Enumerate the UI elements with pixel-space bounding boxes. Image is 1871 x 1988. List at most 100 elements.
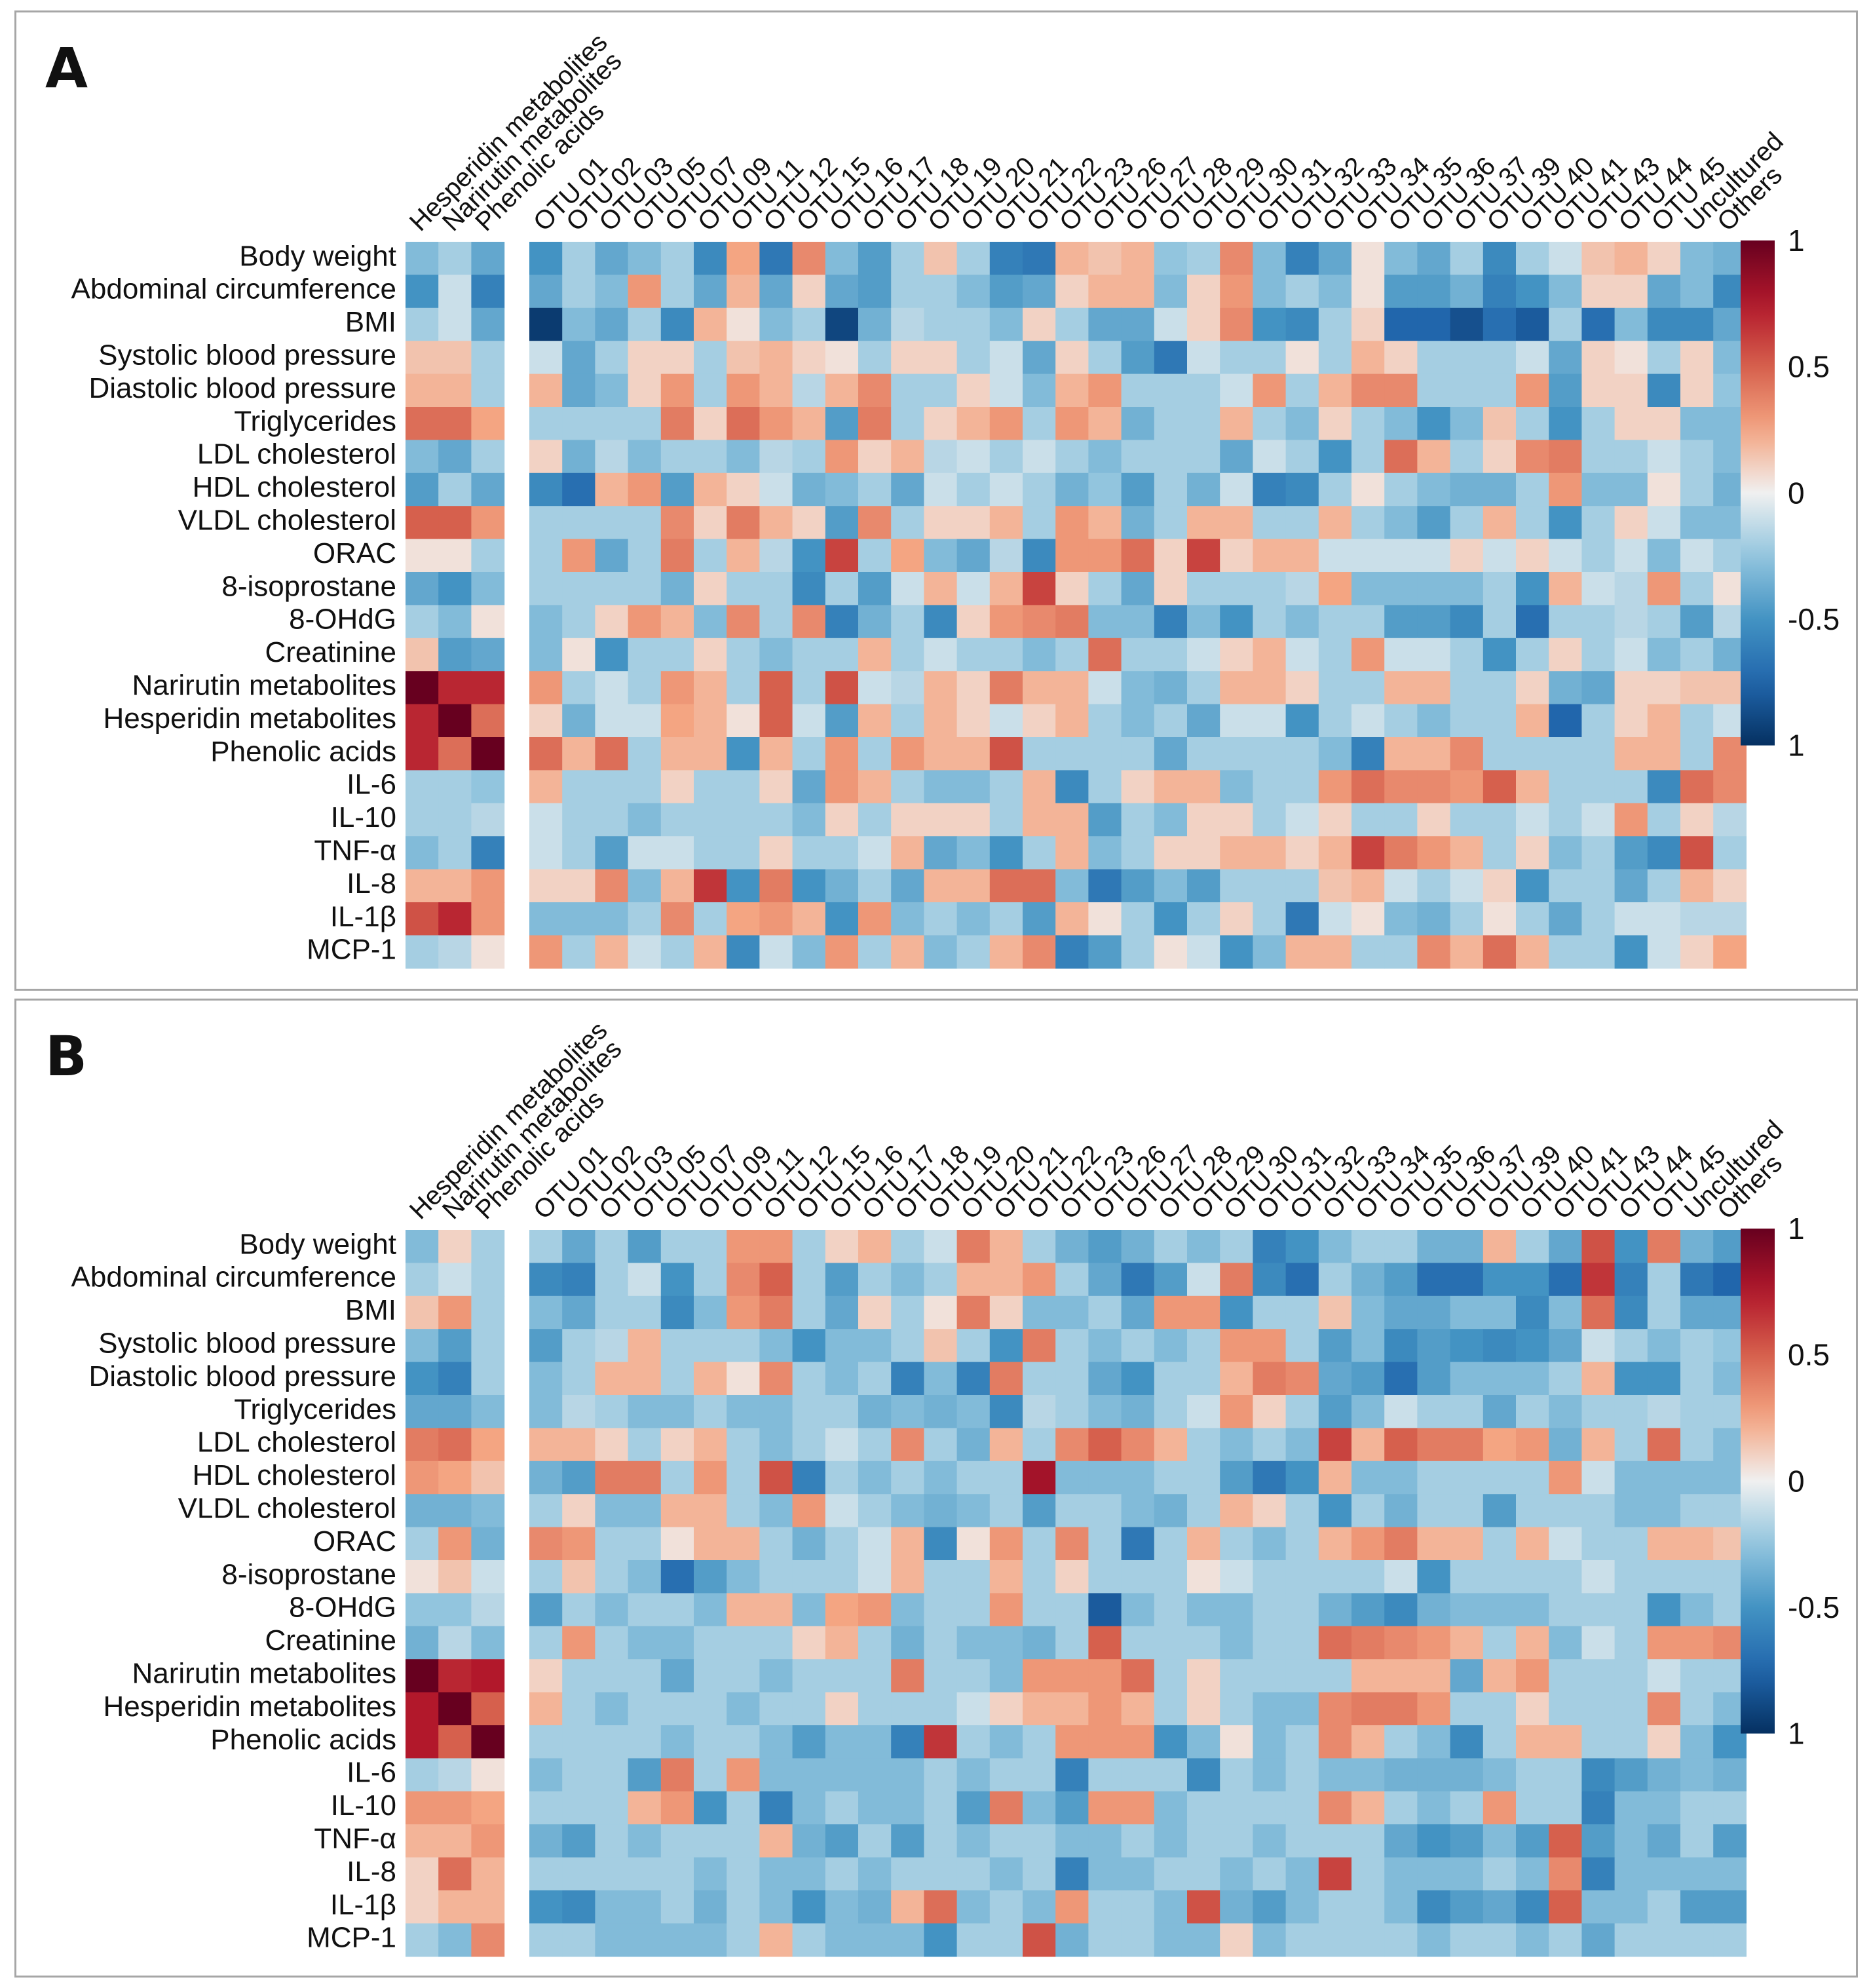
heatmap-cell: [1088, 1659, 1122, 1693]
heatmap-cell: [1088, 935, 1122, 969]
row-label: ORAC: [313, 1525, 396, 1558]
heatmap-cell-left: [406, 1791, 439, 1825]
heatmap-cell: [1318, 1593, 1352, 1627]
heatmap-cell: [858, 1857, 892, 1891]
heatmap-cell: [1088, 1692, 1122, 1726]
heatmap-cell: [1351, 1461, 1385, 1495]
heatmap-cell: [989, 1362, 1023, 1396]
heatmap-cell: [727, 242, 760, 275]
heatmap-cell-left: [438, 1758, 472, 1792]
row-label: IL-8: [347, 868, 396, 900]
heatmap-cell: [1023, 472, 1056, 507]
heatmap-cell: [1285, 440, 1319, 474]
heatmap-cell: [1614, 1295, 1648, 1329]
heatmap-cell: [1187, 1692, 1220, 1726]
heatmap-cell: [1614, 1560, 1648, 1594]
heatmap-cell: [727, 1494, 760, 1528]
heatmap-cell: [759, 407, 793, 440]
heatmap-cell: [989, 1295, 1023, 1329]
heatmap-cell: [825, 605, 859, 639]
heatmap-cell: [1088, 1857, 1122, 1891]
heatmap-cell: [727, 1263, 760, 1297]
heatmap-cell: [1023, 1527, 1056, 1561]
heatmap-cell: [1055, 1824, 1089, 1858]
heatmap-cell: [924, 275, 958, 309]
heatmap-cell: [989, 704, 1023, 738]
heatmap-cell-left: [406, 1494, 439, 1528]
heatmap-cell: [759, 373, 793, 408]
heatmap-cell: [1549, 902, 1582, 936]
heatmap-cell: [1187, 472, 1220, 507]
heatmap-cell: [825, 1329, 859, 1363]
heatmap-cell-left: [438, 1593, 472, 1627]
heatmap-cell-left: [406, 307, 439, 341]
heatmap-cell: [529, 770, 563, 804]
heatmap-cell: [1121, 737, 1155, 771]
heatmap-cell: [1023, 440, 1056, 474]
heatmap-cell: [891, 1560, 924, 1594]
heatmap-cell: [1088, 341, 1122, 375]
heatmap-cell: [1647, 1659, 1681, 1693]
heatmap-cell: [1680, 1626, 1714, 1660]
heatmap-cell: [727, 1923, 760, 1957]
heatmap-cell: [1154, 902, 1188, 936]
heatmap-cell-left: [438, 902, 472, 936]
heatmap-cell-left: [438, 1461, 472, 1495]
heatmap-cell: [924, 1791, 958, 1825]
heatmap-cell: [628, 1758, 662, 1792]
heatmap-cell: [1384, 836, 1418, 870]
heatmap-cell: [924, 770, 958, 804]
heatmap-cell: [1351, 242, 1385, 275]
heatmap-cell: [1713, 1824, 1747, 1858]
heatmap-cell: [1351, 1560, 1385, 1594]
heatmap-cell: [1549, 704, 1582, 738]
heatmap-cell: [1055, 307, 1089, 341]
heatmap-cell: [529, 1725, 563, 1759]
heatmap-cell: [989, 1230, 1023, 1263]
heatmap-cell: [825, 902, 859, 936]
heatmap-cell: [858, 1395, 892, 1428]
heatmap-cell: [1351, 440, 1385, 474]
heatmap-cell: [1253, 1494, 1287, 1528]
heatmap-cell: [858, 1923, 892, 1957]
heatmap-cell: [825, 341, 859, 375]
heatmap-cell-left: [406, 1362, 439, 1396]
heatmap-cell: [1483, 472, 1517, 507]
heatmap-cell: [1614, 472, 1648, 507]
heatmap-cell: [1581, 1692, 1616, 1726]
heatmap-cell: [1647, 1923, 1681, 1957]
heatmap-cell: [1318, 1890, 1352, 1924]
heatmap-cell: [660, 275, 694, 309]
heatmap-cell: [1220, 704, 1253, 738]
heatmap-cell: [1483, 242, 1517, 275]
heatmap-cell: [1220, 671, 1253, 705]
heatmap-cell: [924, 704, 958, 738]
heatmap-cell: [1023, 506, 1056, 540]
heatmap-cell: [1023, 1791, 1056, 1825]
heatmap-cell: [1318, 1263, 1352, 1297]
heatmap-cell: [595, 1890, 629, 1924]
heatmap-cell: [759, 1560, 793, 1594]
heatmap-cell: [1187, 539, 1220, 573]
heatmap-cell: [1417, 1857, 1451, 1891]
heatmap-cell: [891, 1593, 924, 1627]
heatmap-cell: [1088, 638, 1122, 672]
heatmap-cell: [1680, 1692, 1714, 1726]
heatmap-cell: [1351, 1329, 1385, 1363]
heatmap-cell: [595, 506, 629, 540]
heatmap-cell: [727, 803, 760, 837]
heatmap-cell: [891, 1395, 924, 1428]
heatmap-cell: [792, 1263, 826, 1297]
heatmap-cell: [825, 1230, 859, 1263]
heatmap-cell: [1187, 1857, 1220, 1891]
heatmap-cell: [727, 671, 760, 705]
heatmap-cell: [1516, 506, 1549, 540]
heatmap-cell: [792, 770, 826, 804]
heatmap-cell: [562, 836, 595, 870]
heatmap-cell: [562, 373, 595, 408]
heatmap-cell: [562, 307, 595, 341]
row-label: Hesperidin metabolites: [103, 702, 396, 735]
heatmap-cell: [1318, 638, 1352, 672]
heatmap-cell-left: [471, 275, 505, 309]
heatmap-cell: [1154, 770, 1188, 804]
